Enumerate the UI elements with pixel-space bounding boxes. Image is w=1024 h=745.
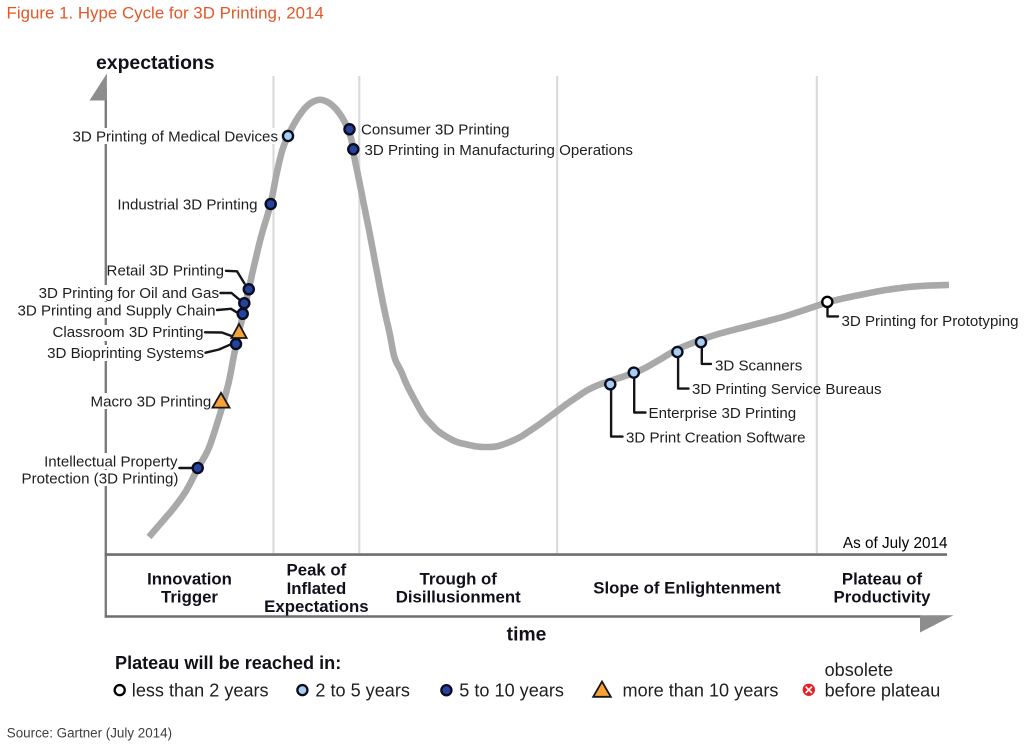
svg-text:Classroom 3D Printing: Classroom 3D Printing bbox=[53, 324, 204, 341]
svg-text:Consumer 3D Printing: Consumer 3D Printing bbox=[361, 122, 509, 139]
svg-text:Peak of: Peak of bbox=[287, 561, 347, 580]
svg-text:obsolete: obsolete bbox=[825, 660, 893, 680]
svg-text:Expectations: Expectations bbox=[264, 597, 368, 616]
svg-text:3D Bioprinting Systems: 3D Bioprinting Systems bbox=[47, 345, 204, 362]
svg-text:3D Printing and Supply Chain: 3D Printing and Supply Chain bbox=[17, 303, 215, 320]
svg-text:Macro 3D Printing: Macro 3D Printing bbox=[91, 394, 212, 411]
svg-text:2 to 5 years: 2 to 5 years bbox=[315, 681, 410, 701]
svg-text:Trigger: Trigger bbox=[161, 588, 218, 607]
svg-text:Disillusionment: Disillusionment bbox=[396, 588, 521, 607]
svg-text:Trough of: Trough of bbox=[420, 570, 498, 589]
svg-text:3D Printing Service Bureaus: 3D Printing Service Bureaus bbox=[692, 381, 882, 398]
svg-text:Plateau will be reached in:: Plateau will be reached in: bbox=[115, 653, 341, 673]
svg-text:time: time bbox=[507, 625, 547, 646]
svg-text:expectations: expectations bbox=[96, 52, 215, 74]
svg-text:less than 2 years: less than 2 years bbox=[132, 681, 269, 701]
svg-text:Industrial 3D Printing: Industrial 3D Printing bbox=[117, 196, 257, 213]
svg-text:Innovation: Innovation bbox=[147, 570, 232, 589]
svg-text:Productivity: Productivity bbox=[834, 588, 932, 607]
svg-text:Enterprise 3D Printing: Enterprise 3D Printing bbox=[649, 405, 797, 422]
svg-text:more than 10 years: more than 10 years bbox=[623, 681, 779, 701]
svg-text:5 to 10 years: 5 to 10 years bbox=[459, 681, 564, 701]
svg-text:Plateau of: Plateau of bbox=[842, 570, 923, 589]
svg-text:3D Scanners: 3D Scanners bbox=[715, 358, 802, 375]
svg-text:Protection (3D Printing): Protection (3D Printing) bbox=[22, 471, 179, 488]
svg-text:Slope of Enlightenment: Slope of Enlightenment bbox=[593, 579, 781, 598]
svg-text:3D Printing for Oil and Gas: 3D Printing for Oil and Gas bbox=[39, 285, 219, 302]
svg-text:before plateau: before plateau bbox=[825, 681, 941, 701]
svg-text:As of July 2014: As of July 2014 bbox=[843, 535, 948, 552]
svg-text:Figure 1. Hype Cycle for 3D Pr: Figure 1. Hype Cycle for 3D Printing, 20… bbox=[7, 4, 324, 23]
svg-text:3D Printing in Manufacturing O: 3D Printing in Manufacturing Operations bbox=[365, 142, 633, 159]
svg-text:Intellectual Property: Intellectual Property bbox=[44, 453, 178, 470]
svg-text:Retail 3D Printing: Retail 3D Printing bbox=[107, 263, 224, 280]
svg-text:3D Printing of Medical Devices: 3D Printing of Medical Devices bbox=[72, 129, 278, 146]
svg-text:Source: Gartner (July 2014): Source: Gartner (July 2014) bbox=[7, 726, 172, 741]
svg-text:3D Print Creation Software: 3D Print Creation Software bbox=[626, 430, 806, 447]
svg-text:3D Printing for Prototyping: 3D Printing for Prototyping bbox=[842, 313, 1019, 330]
svg-text:Inflated: Inflated bbox=[287, 579, 347, 598]
